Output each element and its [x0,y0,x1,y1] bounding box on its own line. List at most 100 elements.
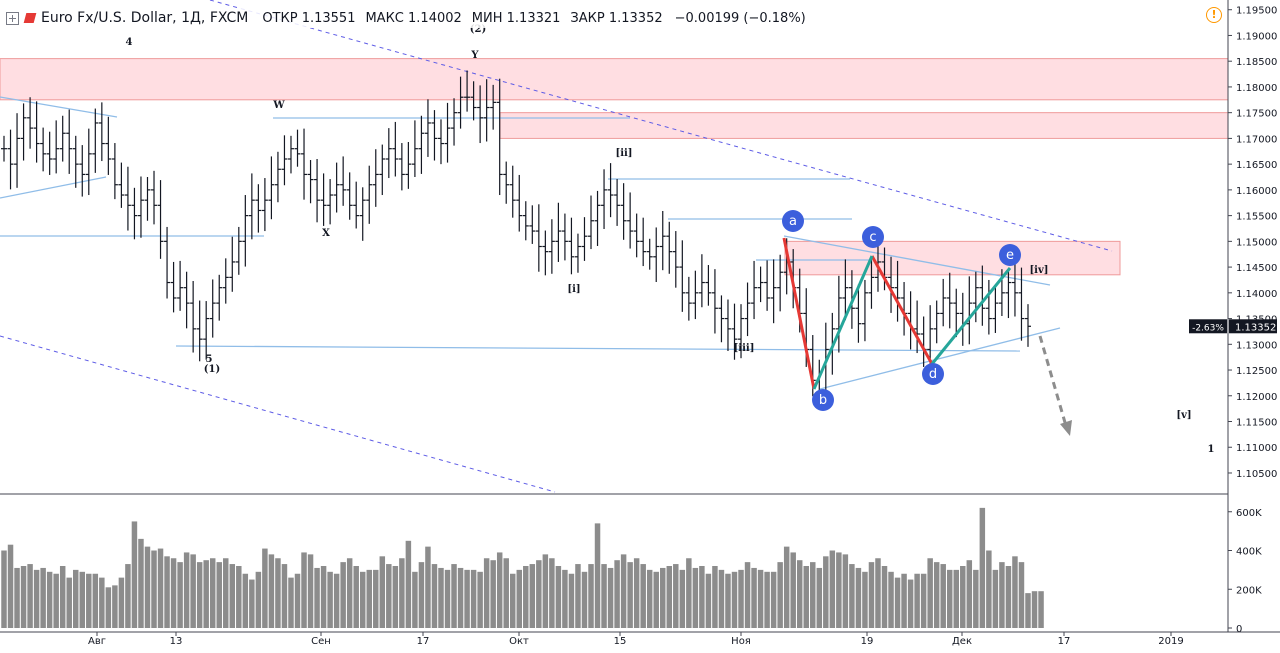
volume-bar [1031,591,1038,628]
volume-bar [59,566,66,628]
trend-line[interactable] [175,345,1021,352]
green-leg[interactable] [930,267,1012,365]
volume-bar [705,573,712,628]
volume-bar [509,573,516,628]
wave-marker[interactable] [862,226,884,248]
volume-bar [151,550,157,628]
time-tick-label: 17 [417,636,430,647]
volume-bar [581,571,588,628]
low-value: МИН 1.13321 [472,11,561,26]
volume-bar [614,560,620,628]
wave-marker[interactable] [812,389,834,411]
volume-bar [940,564,946,628]
current-price-badge [1229,319,1277,334]
trend-line[interactable] [783,235,1051,286]
volume-bar [901,573,907,628]
red-leg[interactable] [870,255,934,365]
volume-bar [549,558,555,628]
volume-bar [33,569,40,628]
volume-bar [803,566,809,628]
volume-bar [960,566,966,628]
volume-bar [875,558,881,628]
close-label: ЗАКР [570,10,605,26]
price-tick-label: 1.15000 [1236,237,1277,248]
wave-label: Y [470,50,479,61]
time-tick-label: 2019 [1158,636,1183,647]
wave-label: 5 [206,354,213,365]
open-label: ОТКР [262,10,298,26]
volume-bar [757,569,764,628]
red-leg[interactable] [782,237,816,390]
wave-label: (1) [204,364,220,375]
trend-line[interactable] [0,176,107,199]
volume-bar [177,562,183,628]
price-tick-label: 1.18000 [1236,83,1277,94]
volume-bar [946,569,953,628]
volume-bar [666,566,673,628]
channel-line[interactable] [0,335,556,493]
wave-marker[interactable] [782,210,804,232]
volume-bar [268,554,275,628]
price-tick-label: 1.16500 [1236,160,1277,171]
resistance-zone[interactable] [784,240,1121,276]
volume-bar [653,571,659,628]
wave-marker[interactable] [999,244,1021,266]
volume-bar [1018,562,1025,628]
wave-marker[interactable] [922,363,944,385]
volume-bar [816,567,823,628]
wave-label: 1 [1208,444,1215,455]
volume-bar [164,556,170,628]
price-tick-label: 1.13000 [1236,340,1277,351]
wave-label: [iv] [1029,265,1048,276]
projection-arrow[interactable] [1038,335,1068,427]
volume-bar [986,550,992,628]
volume-bar [288,577,294,628]
volume-bar [412,571,418,628]
volume-bar [66,577,72,628]
warning-icon[interactable]: ! [1206,7,1222,23]
symbol-header: Euro Fx/U.S. Dollar, 1Д, FXCM ОТКР 1.135… [6,8,806,28]
symbol-title[interactable]: Euro Fx/U.S. Dollar, 1Д, FXCM [41,10,249,26]
volume-bar [294,573,301,628]
volume-bar [144,546,151,628]
volume-bar [692,567,699,628]
volume-bar [979,507,986,628]
volume-bar [764,571,770,628]
expand-icon[interactable] [6,11,19,25]
volume-bar [562,569,568,628]
volume-bar [999,562,1005,628]
low-number: 1.13321 [506,10,561,26]
volume-bar [894,577,901,628]
volume-tick-label: 0 [1236,624,1242,635]
volume-bar [418,562,425,628]
trend-line[interactable] [819,327,1061,390]
volume-bar [99,577,105,628]
volume-bar [503,558,509,628]
low-label: МИН [471,10,503,26]
high-number: 1.14002 [408,10,462,26]
volume-bar [633,558,640,628]
volume-bar [229,564,236,628]
green-leg[interactable] [812,255,874,390]
volume-bar [483,558,490,628]
volume-bar [464,569,470,628]
resistance-zone[interactable] [0,58,1229,101]
volume-bar [333,573,340,628]
trend-line[interactable] [0,96,118,118]
time-tick-label: 15 [614,636,627,647]
volume-bar [353,566,359,628]
volume-bar [477,571,483,628]
volume-bar [457,567,464,628]
volume-bar [255,571,262,628]
volume-bar [92,573,99,628]
wave-label: X [322,228,330,239]
resistance-zone[interactable] [499,112,1229,139]
volume-bar [386,564,392,628]
close-value: ЗАКР 1.13352 [570,11,662,26]
high-value: МАКС 1.14002 [365,11,461,26]
volume-bar [1025,593,1031,628]
volume-bar [216,562,222,628]
volume-bar [933,562,940,628]
